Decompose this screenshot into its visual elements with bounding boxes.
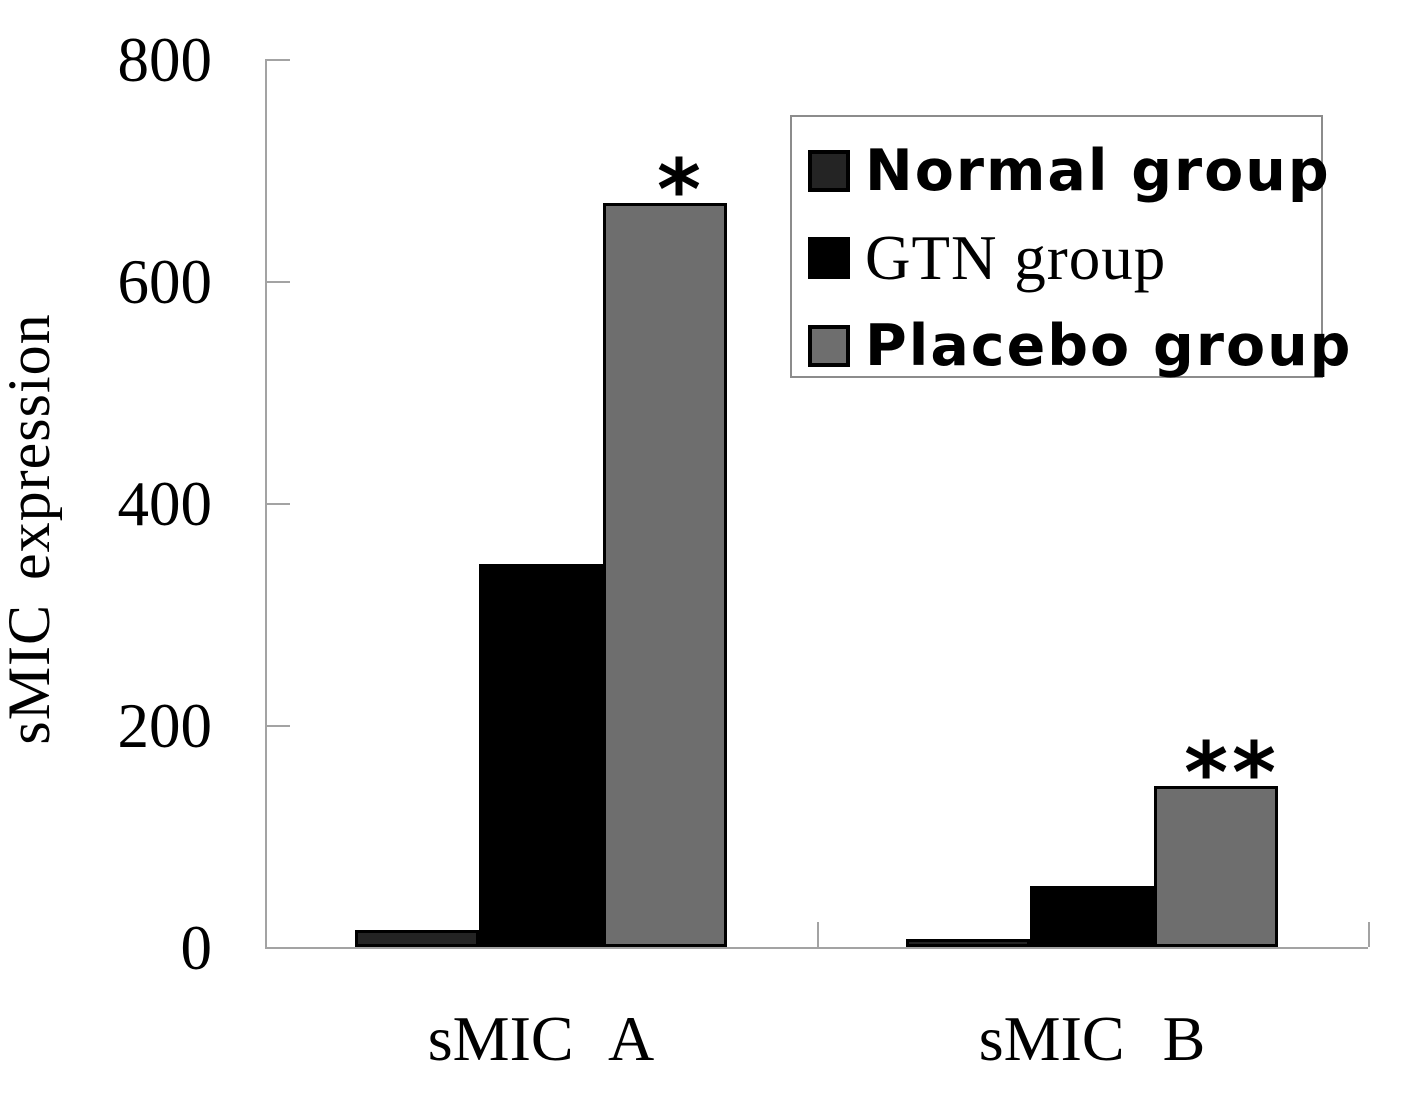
bar-placebo-group-smic-b (1154, 786, 1278, 947)
bar-normal-group-smic-a (355, 930, 479, 947)
legend-row: GTN group (808, 222, 1166, 294)
x-tick-mark (817, 922, 819, 947)
x-tick-mark (1368, 922, 1370, 947)
y-tick-label: 0 (180, 913, 213, 983)
x-axis-line (265, 947, 1368, 949)
legend-row: Placebo group (808, 310, 1352, 382)
bar-placebo-group-smic-a (603, 203, 727, 947)
legend-swatch-icon (808, 325, 850, 367)
y-tick-label: 800 (117, 25, 213, 95)
y-tick-mark (267, 725, 290, 727)
bar-normal-group-smic-b (906, 939, 1030, 947)
x-category-label: sMIC A (427, 1003, 655, 1074)
y-tick-label: 200 (117, 691, 213, 761)
significance-annotation: * (657, 141, 705, 239)
y-axis-line (265, 59, 267, 949)
legend-row: Normal group (808, 135, 1331, 207)
legend: Normal group GTN group Placebo group (790, 115, 1350, 379)
significance-annotation: ** (1184, 724, 1280, 822)
legend-label: Placebo group (865, 313, 1353, 379)
y-tick-mark (267, 281, 290, 283)
x-category-label: sMIC B (978, 1003, 1206, 1074)
legend-label: Normal group (865, 138, 1331, 204)
y-tick-mark (267, 59, 290, 61)
legend-swatch-icon (808, 237, 850, 279)
y-tick-mark (267, 503, 290, 505)
bar-gtn-group-smic-b (1030, 886, 1154, 947)
legend-label: GTN group (865, 222, 1167, 293)
y-tick-label: 600 (117, 247, 213, 317)
bar-gtn-group-smic-a (479, 564, 603, 947)
x-tick-mark (265, 922, 267, 947)
legend-swatch-icon (808, 150, 850, 192)
y-tick-label: 400 (117, 469, 213, 539)
